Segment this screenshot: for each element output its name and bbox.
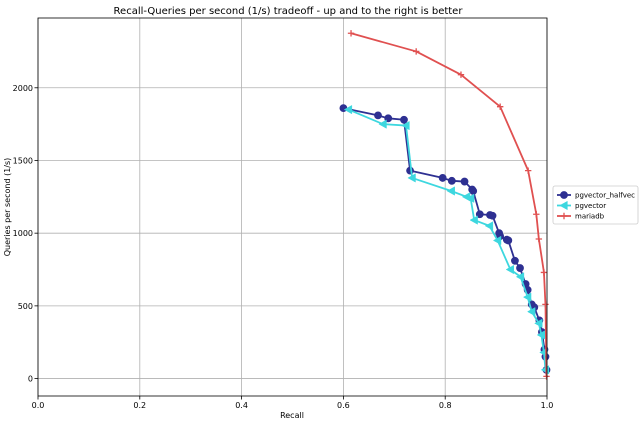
data-point [407,173,416,183]
legend-label: mariadb [575,213,605,221]
data-point [446,186,455,196]
y-tick-label: 500 [18,302,33,311]
data-point [511,256,519,265]
legend-frame [552,185,639,225]
y-axis-label: Queries per second (1/s) [3,158,12,257]
data-point [533,211,540,218]
series-mariadb [347,30,550,380]
data-point [447,176,456,185]
legend-item: mariadb [557,213,605,221]
series-line [350,32,548,377]
data-point [484,221,494,231]
data-point [465,193,475,203]
legend-marker [560,191,568,199]
x-tick-label: 0.4 [235,401,248,410]
x-tick-label: 1.0 [541,401,554,410]
data-point [412,48,420,55]
x-tick-label: 0.0 [32,401,45,410]
series-line [348,108,547,370]
x-tick-label: 0.8 [439,401,452,410]
data-point [401,120,410,131]
data-point [524,167,532,174]
x-axis-label: Recall [280,411,304,420]
y-tick-label: 2000 [13,84,33,93]
data-point [542,301,549,308]
data-point [515,272,525,282]
legend-label: pgvector [575,202,606,210]
data-point [527,307,536,317]
legend-marker [559,200,568,211]
data-point [378,119,387,129]
legend: pgvector_halfvec pgvector mariadb [552,185,639,225]
x-tick-label: 0.6 [337,401,350,410]
data-point [540,269,548,276]
data-point [492,235,502,246]
data-point [400,115,408,124]
data-point [488,211,497,220]
data-point [504,236,513,245]
data-point [475,210,484,219]
y-tick-label: 1500 [13,156,33,165]
legend-item: pgvector [557,200,606,211]
x-tick-label: 0.2 [133,401,146,410]
data-point [543,373,550,380]
data-point [469,215,478,225]
data-point [535,235,543,243]
series-pgvector_halfvec [339,104,551,374]
data-point [469,187,478,195]
series-layer [339,30,551,380]
legend-item: pgvector_halfvec [557,191,635,200]
data-point [438,174,447,182]
legend-label: pgvector_halfvec [575,192,635,200]
y-tick-label: 0 [28,375,33,384]
data-point [406,166,414,175]
data-point [536,330,546,340]
plot-frame [37,17,548,397]
chart-title: Recall-Queries per second (1/s) tradeoff… [114,6,464,17]
tick-layer: 0.0 0.2 0.4 0.6 0.8 1.0 0 500 1000 1500 2000 [13,84,554,410]
data-point [534,318,543,328]
legend-marker [560,212,568,220]
y-tick-label: 1000 [13,229,33,238]
data-point [374,111,382,120]
grid-layer [37,18,548,396]
data-point [496,103,504,110]
data-point [460,177,469,186]
data-point [522,292,532,302]
data-point [343,104,353,115]
data-point [347,30,355,37]
data-point [505,264,514,275]
data-point [457,71,465,78]
data-point [516,264,524,272]
